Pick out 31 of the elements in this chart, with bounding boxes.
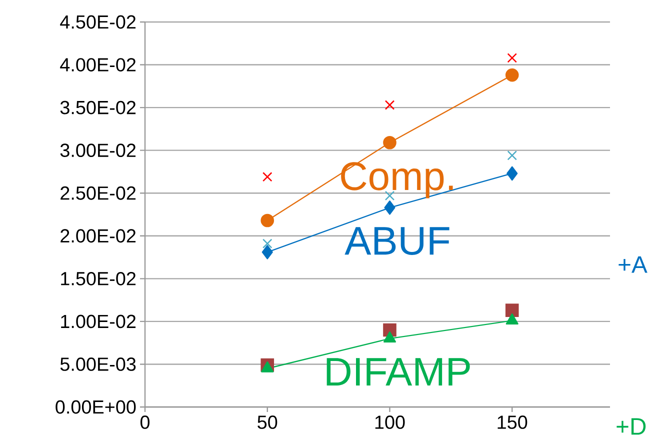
point xyxy=(262,238,272,248)
y-tick-label: 4.50E-02 xyxy=(60,15,136,29)
y-tick-label: 3.50E-02 xyxy=(60,100,136,114)
series-label: ABUF xyxy=(344,227,450,255)
y-tick-label: 2.00E-02 xyxy=(60,229,136,243)
y-tick-label: 5.00E-03 xyxy=(60,358,136,371)
point xyxy=(507,53,517,63)
x-tick-label: 0 xyxy=(140,416,150,429)
point xyxy=(262,244,273,260)
point xyxy=(384,200,396,215)
text: +D xyxy=(616,418,646,435)
point xyxy=(260,214,274,228)
x-tick-label: 150 xyxy=(498,416,528,429)
point xyxy=(262,172,272,182)
series-label: Comp. xyxy=(341,162,453,198)
x-tick-label: 50 xyxy=(258,416,278,429)
y-tick-label: 2.50E-02 xyxy=(60,186,136,200)
y-tick-label: 1.00E-02 xyxy=(61,314,136,328)
series-label: DIFAMP xyxy=(326,358,470,386)
point xyxy=(505,68,519,82)
y-tick-label: 0.00E+00 xyxy=(56,400,136,414)
point xyxy=(505,304,519,317)
y-tick-label: 3.00E-02 xyxy=(60,144,136,158)
point xyxy=(383,136,396,150)
text: +A xyxy=(618,256,648,273)
point xyxy=(506,166,518,181)
y-tick-label: 1.50E-02 xyxy=(61,272,136,286)
point xyxy=(507,150,517,160)
y-tick-label: 4.00E-02 xyxy=(60,58,136,72)
x-tick-label: 100 xyxy=(375,416,405,429)
point xyxy=(384,100,395,110)
